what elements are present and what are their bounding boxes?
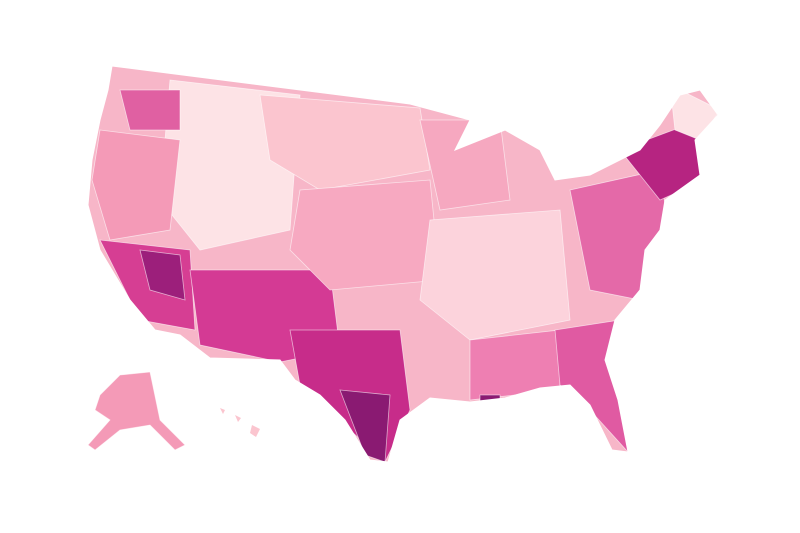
lower-48-regions xyxy=(88,66,718,462)
region-deep-south xyxy=(469,329,561,401)
region-washington xyxy=(119,89,181,131)
region-plains-north xyxy=(259,94,431,191)
region-florida-georgia xyxy=(554,319,629,454)
region-plains-central xyxy=(289,179,441,291)
hawaii xyxy=(220,408,260,437)
alaska xyxy=(87,371,186,451)
light-region-midsouth xyxy=(419,209,571,341)
region-new-orleans xyxy=(479,394,501,411)
region-south-texas xyxy=(339,389,391,462)
region-mojave xyxy=(139,249,186,301)
region-northwest xyxy=(91,129,181,241)
